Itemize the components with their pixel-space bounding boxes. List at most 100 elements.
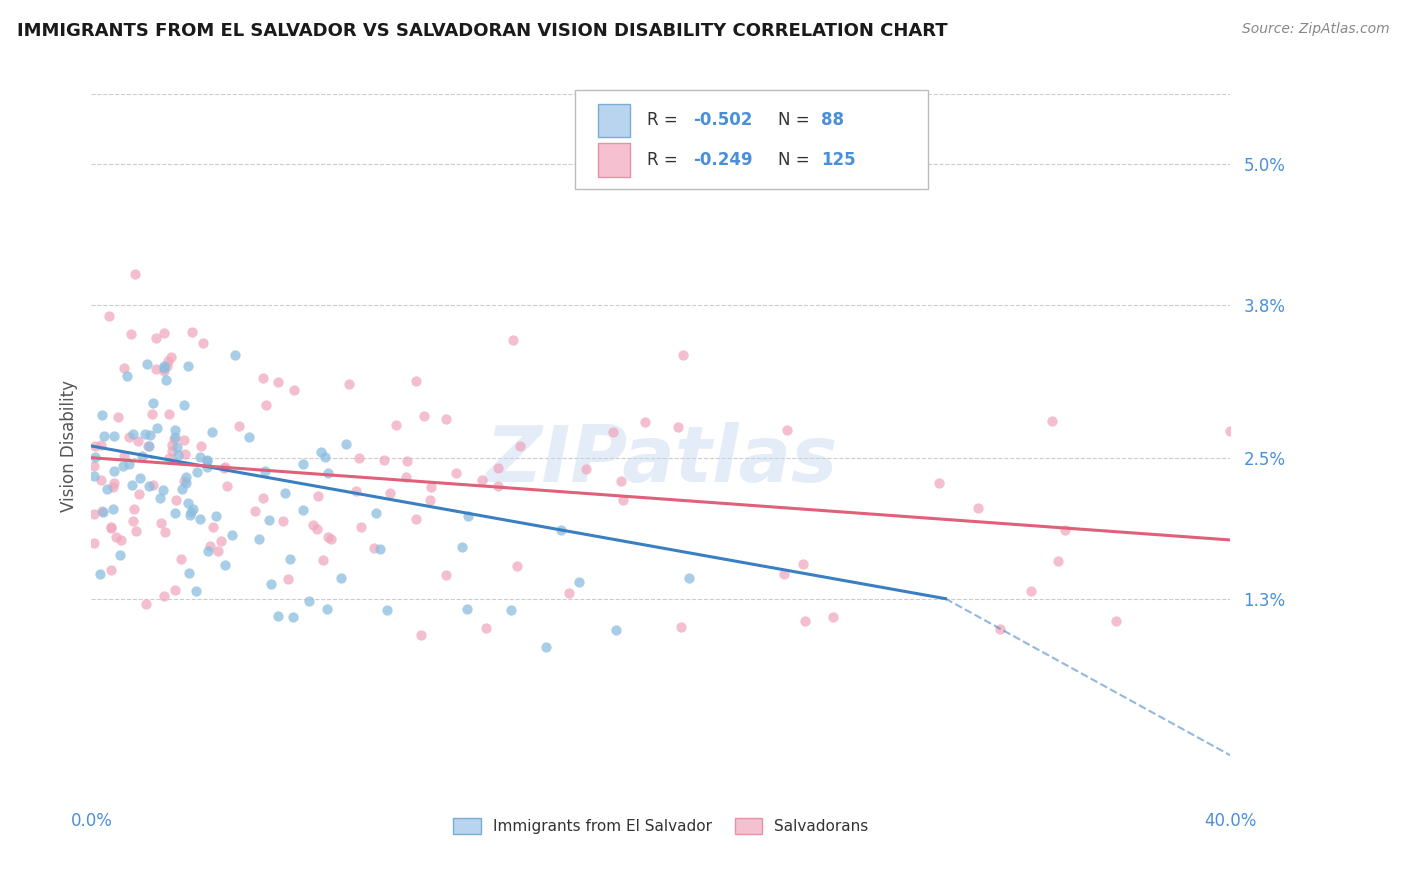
Point [201,519,224,533]
Point [84,450,107,465]
Point [145,331,167,345]
Point [266,376,288,390]
Point [344,483,367,498]
Point [138,479,160,493]
Point [221,528,243,542]
Point [152,483,174,497]
Point [188,511,211,525]
Point [373,453,395,467]
Point [145,362,167,376]
Point [127,434,149,449]
Point [174,476,197,491]
Point [173,475,195,489]
Point [173,433,195,447]
Point [112,360,135,375]
Text: R =: R = [647,151,683,169]
Point [153,364,176,378]
Point [298,593,321,607]
Point [107,410,129,425]
Point [97,310,120,324]
Point [366,506,388,520]
Point [669,620,692,634]
Y-axis label: Vision Disability: Vision Disability [59,380,77,512]
Point [209,534,232,549]
Point [165,507,187,521]
Point [575,462,598,476]
Point [93,429,115,443]
Point [506,558,529,573]
Point [124,267,146,281]
Text: N =: N = [778,112,815,129]
Point [108,549,131,563]
Point [160,351,183,365]
Point [292,503,315,517]
Point [1053,523,1076,537]
Point [103,429,125,443]
Point [198,539,221,553]
Point [474,621,496,635]
Point [457,508,479,523]
Point [157,450,180,465]
Point [821,610,844,624]
Point [1219,424,1241,438]
Point [672,348,695,362]
Point [776,423,799,437]
Point [318,467,340,481]
Point [486,460,509,475]
Point [122,502,145,516]
Point [610,474,633,488]
Point [91,408,114,422]
Point [217,478,239,492]
Point [444,466,467,480]
Text: -0.249: -0.249 [693,151,752,169]
Point [195,460,218,475]
Text: N =: N = [778,151,815,169]
Point [405,374,427,388]
Point [136,439,159,453]
Point [131,449,153,463]
Point [214,459,236,474]
Point [157,354,180,368]
Point [184,583,207,598]
Point [186,466,208,480]
Point [89,567,111,582]
Point [138,439,160,453]
Point [337,376,360,391]
Point [163,582,186,597]
Point [243,504,266,518]
Point [190,439,212,453]
Point [259,513,281,527]
Point [471,473,494,487]
Point [103,502,125,516]
Point [100,520,122,534]
Point [254,398,277,412]
Point [534,640,557,654]
Point [117,368,139,383]
Point [142,477,165,491]
Point [90,473,112,487]
Point [247,532,270,546]
Point [605,623,627,637]
Point [550,523,572,537]
Point [100,563,122,577]
Point [773,567,796,582]
Point [274,486,297,500]
Point [177,566,200,581]
Point [368,542,391,557]
Point [103,475,125,490]
Point [160,444,183,458]
Point [456,602,478,616]
Point [405,512,427,526]
Point [121,478,143,492]
Point [252,491,274,505]
Point [197,543,219,558]
Point [434,568,457,582]
Point [988,622,1011,636]
Point [120,327,142,342]
Point [136,357,159,371]
Text: Source: ZipAtlas.com: Source: ZipAtlas.com [1241,22,1389,37]
Point [170,483,193,497]
Point [307,489,329,503]
Point [112,450,135,464]
Point [557,585,579,599]
